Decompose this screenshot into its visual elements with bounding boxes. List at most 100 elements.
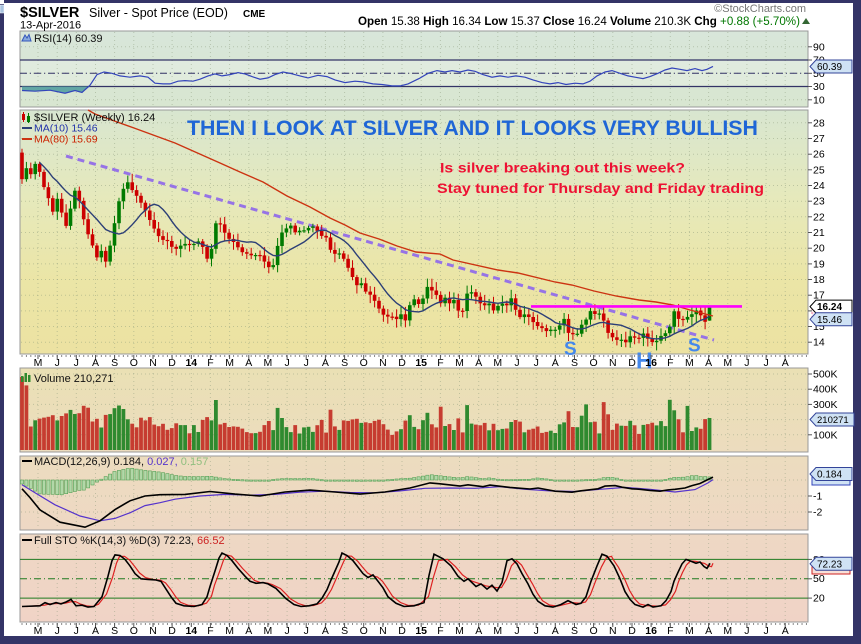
- svg-text:M: M: [493, 625, 502, 637]
- svg-text:14: 14: [185, 357, 197, 369]
- svg-text:F: F: [207, 357, 213, 369]
- svg-text:A: A: [245, 625, 252, 637]
- svg-text:26: 26: [813, 149, 825, 161]
- svg-text:J: J: [55, 625, 60, 637]
- svg-text:72.23: 72.23: [817, 559, 842, 570]
- svg-text:MACD(12,26,9) 0.184, 0.027, 0.: MACD(12,26,9) 0.184, 0.027, 0.157: [34, 456, 208, 468]
- svg-text:S: S: [111, 625, 118, 637]
- svg-text:50: 50: [813, 68, 825, 80]
- svg-text:A: A: [552, 625, 559, 637]
- svg-text:M: M: [493, 357, 502, 369]
- svg-text:M: M: [225, 625, 234, 637]
- svg-text:Silver - Spot Price (EOD): Silver - Spot Price (EOD): [89, 6, 228, 20]
- svg-text:23: 23: [813, 196, 825, 208]
- svg-text:N: N: [609, 357, 617, 369]
- svg-text:50: 50: [813, 573, 825, 585]
- svg-text:20: 20: [813, 593, 825, 605]
- svg-text:J: J: [763, 357, 768, 369]
- svg-text:Full STO %K(14,3) %D(3) 72.23,: Full STO %K(14,3) %D(3) 72.23, 66.52: [34, 535, 225, 547]
- svg-text:M: M: [34, 357, 43, 369]
- svg-text:O: O: [360, 625, 368, 637]
- svg-text:O: O: [590, 625, 598, 637]
- svg-text:15: 15: [813, 321, 825, 333]
- svg-text:-1: -1: [813, 491, 822, 503]
- svg-text:90: 90: [813, 41, 825, 53]
- svg-text:N: N: [149, 625, 157, 637]
- svg-text:M: M: [455, 357, 464, 369]
- svg-text:300K: 300K: [813, 399, 838, 411]
- svg-text:A: A: [92, 625, 99, 637]
- svg-text:THEN I LOOK AT SILVER AND IT L: THEN I LOOK AT SILVER AND IT LOOKS VERY …: [187, 116, 758, 140]
- svg-text:A: A: [475, 357, 482, 369]
- svg-text:J: J: [763, 625, 768, 637]
- svg-text:20: 20: [813, 243, 825, 255]
- svg-text:S: S: [688, 336, 701, 357]
- svg-text:CME: CME: [243, 9, 266, 20]
- svg-text:15: 15: [415, 357, 427, 369]
- svg-text:D: D: [398, 625, 406, 637]
- svg-text:F: F: [437, 357, 443, 369]
- svg-text:O: O: [130, 357, 138, 369]
- svg-text:15: 15: [415, 625, 427, 637]
- svg-text:H: H: [636, 348, 653, 374]
- svg-text:S: S: [571, 357, 578, 369]
- svg-text:N: N: [149, 357, 157, 369]
- svg-text:F: F: [667, 357, 673, 369]
- svg-text:30: 30: [813, 81, 825, 93]
- svg-text:J: J: [55, 357, 60, 369]
- svg-text:J: J: [284, 357, 289, 369]
- svg-text:Open 15.38 High 16.34 Low 15.3: Open 15.38 High 16.34 Low 15.37 Close 16…: [358, 16, 800, 28]
- svg-text:14: 14: [813, 337, 825, 349]
- svg-text:J: J: [74, 357, 79, 369]
- svg-text:RSI(14) 60.39: RSI(14) 60.39: [34, 33, 102, 45]
- svg-text:MA(80) 15.69: MA(80) 15.69: [34, 134, 98, 146]
- svg-text:N: N: [379, 357, 387, 369]
- svg-text:Is silver breaking out this we: Is silver breaking out this week?: [440, 161, 685, 176]
- svg-text:24: 24: [813, 180, 825, 192]
- svg-text:A: A: [92, 357, 99, 369]
- svg-text:15.46: 15.46: [817, 315, 842, 326]
- svg-text:$SILVER: $SILVER: [20, 5, 80, 21]
- svg-text:M: M: [723, 625, 732, 637]
- svg-text:14: 14: [185, 625, 197, 637]
- svg-text:J: J: [534, 357, 539, 369]
- svg-text:16: 16: [645, 357, 657, 369]
- svg-text:M: M: [455, 625, 464, 637]
- svg-text:A: A: [782, 357, 789, 369]
- svg-text:J: J: [304, 625, 309, 637]
- svg-text:F: F: [207, 625, 213, 637]
- svg-text:M: M: [34, 625, 43, 637]
- svg-text:500K: 500K: [813, 369, 838, 381]
- svg-text:S: S: [571, 625, 578, 637]
- svg-text:J: J: [514, 357, 519, 369]
- svg-text:M: M: [264, 625, 273, 637]
- svg-text:S: S: [564, 339, 577, 360]
- svg-text:O: O: [360, 357, 368, 369]
- svg-text:16: 16: [645, 625, 657, 637]
- svg-text:10: 10: [813, 94, 825, 106]
- svg-text:13-Apr-2016: 13-Apr-2016: [20, 20, 81, 32]
- svg-text:O: O: [590, 357, 598, 369]
- svg-text:210271: 210271: [817, 415, 849, 426]
- svg-text:0.184: 0.184: [817, 470, 842, 481]
- svg-text:MA(10) 15.46: MA(10) 15.46: [34, 123, 98, 135]
- svg-text:M: M: [264, 357, 273, 369]
- svg-text:A: A: [322, 625, 329, 637]
- svg-text:S: S: [111, 357, 118, 369]
- svg-text:27: 27: [813, 133, 825, 145]
- svg-text:19: 19: [813, 258, 825, 270]
- svg-text:400K: 400K: [813, 384, 838, 396]
- svg-text:D: D: [168, 357, 176, 369]
- svg-text:$SILVER (Weekly) 16.24: $SILVER (Weekly) 16.24: [34, 112, 155, 124]
- svg-text:F: F: [667, 625, 673, 637]
- svg-text:J: J: [514, 625, 519, 637]
- svg-text:A: A: [552, 357, 559, 369]
- svg-text:A: A: [705, 357, 712, 369]
- svg-text:16.24: 16.24: [817, 302, 842, 313]
- svg-text:17: 17: [813, 290, 825, 302]
- svg-text:J: J: [74, 625, 79, 637]
- svg-text:S: S: [341, 625, 348, 637]
- svg-text:Volume 210,271: Volume 210,271: [34, 373, 114, 385]
- svg-text:A: A: [705, 625, 712, 637]
- svg-text:-2: -2: [813, 507, 822, 519]
